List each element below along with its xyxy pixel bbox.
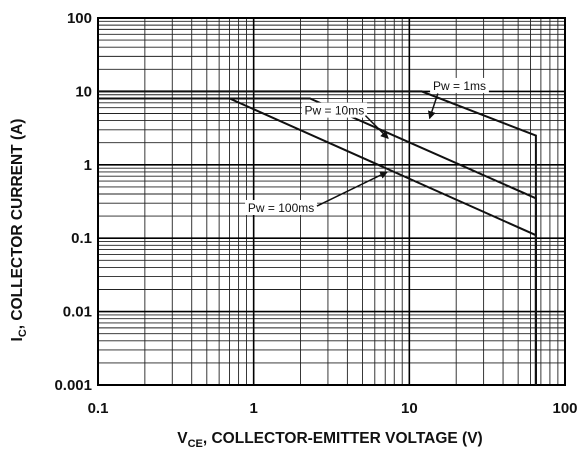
series-layer <box>98 90 537 385</box>
tick-labels: 0.1 1 10 100 0.001 0.01 0.1 1 10 100 <box>54 10 577 417</box>
y-tick-label: 100 <box>67 10 92 27</box>
annotation-label-1: Pw = 10ms <box>305 104 365 118</box>
x-tick-label: 10 <box>401 400 418 417</box>
x-tick-label: 1 <box>249 400 257 417</box>
annotation-arrow-0 <box>428 93 439 120</box>
annotation-label-0: Pw = 1ms <box>433 79 486 93</box>
x-tick-label: 100 <box>552 400 577 417</box>
plot-frame <box>97 17 566 386</box>
grid <box>97 17 566 386</box>
annotation-bg <box>245 199 318 215</box>
annotation-bg <box>430 77 489 93</box>
y-tick-label: 0.1 <box>71 230 92 247</box>
x-tick-label: 0.1 <box>88 400 109 417</box>
series-line-2 <box>98 97 537 385</box>
annotation-bg <box>301 102 368 118</box>
annotation-arrow-2 <box>316 171 389 207</box>
annotation-arrow-1 <box>364 115 389 139</box>
annotation-label-2: Pw = 100ms <box>248 201 314 215</box>
x-axis-title: VCE, COLLECTOR-EMITTER VOLTAGE (V) <box>177 430 482 450</box>
annotations: Pw = 1ms Pw = 10ms Pw = 100ms <box>245 77 489 215</box>
y-tick-label: 0.001 <box>54 377 92 394</box>
y-tick-label: 1 <box>84 157 92 174</box>
y-axis-title: IC, COLLECTOR CURRENT (A) <box>9 119 29 342</box>
y-tick-label: 10 <box>75 83 92 100</box>
y-tick-label: 0.01 <box>63 304 92 321</box>
